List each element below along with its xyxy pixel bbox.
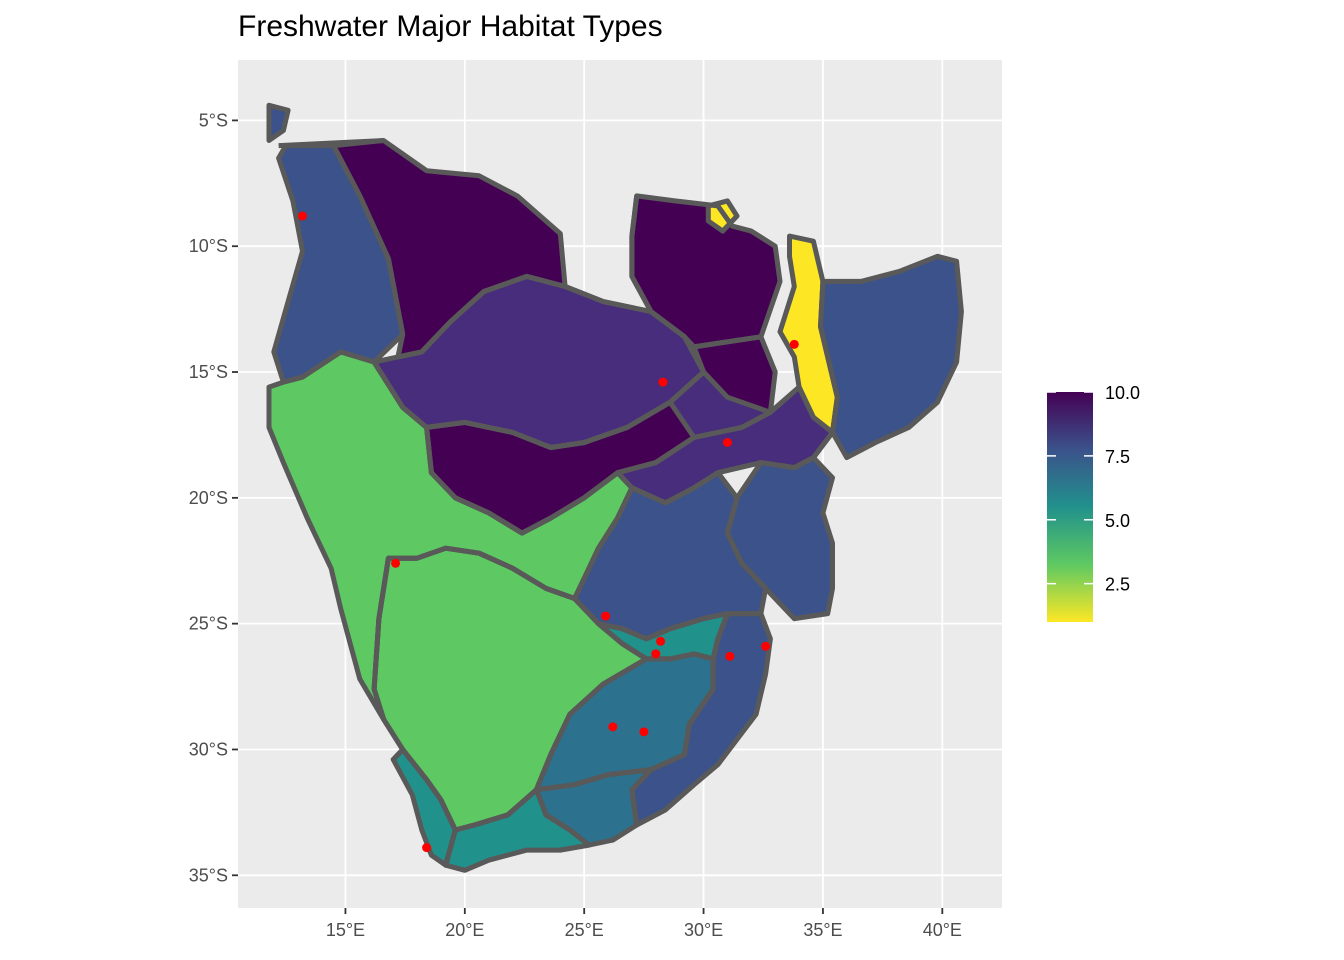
y-tick-label: 20°S — [189, 488, 228, 508]
legend-label: 5.0 — [1105, 511, 1130, 531]
region-outline-cabinda — [266, 102, 291, 143]
site-point — [789, 339, 799, 349]
boundary-line — [534, 656, 648, 791]
boundary-line — [371, 557, 730, 833]
site-point — [391, 558, 401, 568]
region-boundaries — [266, 102, 964, 873]
boundary-line — [572, 486, 761, 642]
site-point — [422, 843, 432, 853]
site-points — [297, 211, 799, 853]
legend-colorbar — [1047, 392, 1093, 622]
site-point — [608, 722, 618, 732]
site-point — [656, 636, 666, 646]
boundary-line — [331, 144, 406, 358]
boundary-line — [621, 641, 714, 662]
legend-label: 10.0 — [1105, 383, 1140, 403]
boundary-line — [629, 195, 654, 313]
boundary-line — [693, 334, 762, 350]
site-point — [658, 377, 668, 387]
boundary-line — [424, 385, 801, 536]
region-outline-lake-tanganyika — [705, 198, 740, 234]
site-point — [639, 727, 649, 737]
x-tick-label: 30°E — [684, 920, 723, 940]
axes: 15°E 20°E 25°E 30°E 35°E 40°E 5°S 10°S 15°S 20°S 2… — [189, 110, 962, 940]
y-tick-label: 15°S — [189, 362, 228, 382]
y-tick-label: 35°S — [189, 865, 228, 885]
y-tick-label: 25°S — [189, 614, 228, 634]
site-point — [722, 437, 732, 447]
boundary-line — [443, 829, 458, 866]
boundary-line — [629, 767, 653, 826]
y-tick-label: 30°S — [189, 739, 228, 759]
legend-label: 2.5 — [1105, 575, 1130, 595]
site-point — [651, 649, 661, 659]
x-tick-label: 40°E — [923, 920, 962, 940]
x-tick-label: 25°E — [565, 920, 604, 940]
boundary-line — [278, 138, 384, 149]
site-point — [297, 211, 307, 221]
y-tick-label: 10°S — [189, 236, 228, 256]
boundary-line — [615, 430, 835, 506]
legend: 10.0 7.5 5.0 2.5 — [1047, 383, 1140, 622]
boundary-line — [397, 273, 706, 374]
x-tick-label: 15°E — [326, 920, 365, 940]
site-point — [725, 651, 735, 661]
site-point — [761, 641, 771, 651]
site-point — [601, 611, 611, 621]
y-tick-label: 5°S — [199, 110, 228, 130]
x-tick-label: 35°E — [803, 920, 842, 940]
boundary-line — [371, 360, 706, 450]
x-tick-label: 20°E — [445, 920, 484, 940]
chart-title: Freshwater Major Habitat Types — [238, 10, 663, 43]
legend-label: 7.5 — [1105, 447, 1130, 467]
boundary-line — [388, 545, 576, 601]
region-outline-rovuma — [818, 253, 964, 461]
boundary-line — [724, 497, 768, 591]
